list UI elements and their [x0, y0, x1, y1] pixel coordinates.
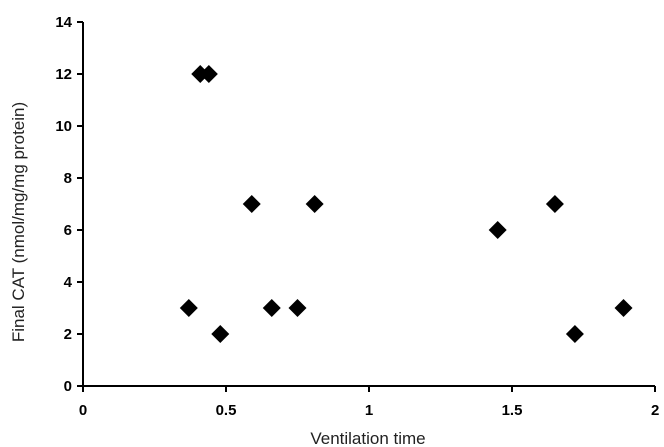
- data-point: [179, 299, 198, 317]
- data-point: [614, 299, 633, 317]
- x-tick-label: 1: [365, 402, 373, 419]
- data-point: [242, 195, 261, 213]
- x-tick-label: 2: [651, 402, 659, 419]
- data-point: [565, 325, 584, 343]
- data-point: [488, 221, 507, 239]
- y-tick-label: 0: [64, 378, 72, 395]
- y-axis-title: Final CAT (nmol/mg/mg protein): [9, 102, 28, 342]
- y-tick-label: 2: [64, 326, 72, 343]
- data-point: [262, 299, 281, 317]
- x-tick-label: 0.5: [216, 402, 237, 419]
- y-tick-label: 8: [64, 170, 72, 187]
- x-tick-label: 0: [79, 402, 87, 419]
- data-points: [179, 65, 633, 343]
- y-tick-label: 12: [55, 66, 72, 83]
- y-ticks: 0 2 4 6 8 10 12 14: [55, 14, 83, 395]
- x-axis: 0 0.5 1 1.5 2 Ventilation time: [79, 385, 659, 447]
- y-tick-label: 6: [64, 222, 72, 239]
- x-axis-title: Ventilation time: [310, 429, 425, 447]
- y-axis: 0 2 4 6 8 10 12 14 Final CAT (nmol/mg/mg protei…: [9, 14, 84, 395]
- data-point: [199, 65, 218, 83]
- data-point: [211, 325, 230, 343]
- data-point: [305, 195, 324, 213]
- x-ticks: 0 0.5 1 1.5 2: [79, 386, 659, 419]
- x-tick-label: 1.5: [502, 402, 523, 419]
- data-point: [545, 195, 564, 213]
- y-tick-label: 14: [55, 14, 72, 31]
- y-tick-label: 10: [55, 118, 72, 135]
- y-tick-label: 4: [64, 274, 73, 291]
- data-point: [288, 299, 307, 317]
